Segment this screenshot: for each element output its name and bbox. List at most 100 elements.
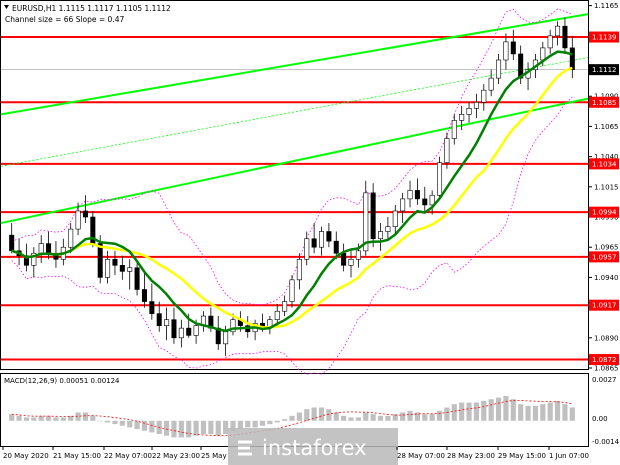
macd-bar — [186, 420, 192, 438]
candle — [555, 21, 561, 46]
x-tick-label: 22 May 07:00 — [104, 452, 152, 460]
candle — [141, 271, 147, 308]
candle-body-up — [289, 279, 295, 302]
candle — [318, 226, 325, 256]
macd-bar — [171, 420, 177, 438]
band-upper — [11, 8, 573, 306]
macd-bar — [459, 402, 465, 421]
candle — [274, 303, 280, 326]
macd-bar — [53, 417, 59, 421]
macd-bar — [134, 420, 140, 430]
macd-bar — [90, 415, 96, 421]
candle-body-down — [370, 192, 376, 240]
macd-bar — [127, 420, 133, 428]
macd-bar — [259, 420, 266, 426]
macd-bar — [510, 399, 516, 421]
macd-bar — [68, 415, 74, 421]
candle — [296, 253, 302, 290]
macd-bar — [495, 397, 502, 421]
band-lower — [11, 96, 573, 375]
macd-bar — [9, 414, 15, 421]
macd-bar — [481, 400, 487, 421]
candle-body-up — [223, 331, 229, 345]
dropdown-triangle-icon[interactable] — [4, 5, 9, 9]
price-plot-frame — [0, 0, 589, 370]
macd-bar — [60, 417, 66, 421]
macd-bar — [289, 415, 295, 421]
macd-bar — [112, 420, 118, 425]
macd-bar — [569, 407, 575, 421]
macd-bar — [444, 407, 450, 421]
candle-body-up — [378, 231, 384, 240]
channel-lower-line — [0, 97, 589, 225]
candle-body-up — [105, 258, 111, 278]
y-tick-label: 1.0865 — [594, 365, 619, 373]
candle-body-up — [68, 228, 74, 248]
candle-body-down — [414, 190, 420, 200]
candle-body-up — [473, 101, 479, 109]
candle-body-down — [134, 267, 140, 290]
candle-body-down — [9, 234, 15, 252]
macd-bar — [237, 420, 243, 430]
candle-body-up — [385, 226, 391, 232]
candle-body-down — [156, 313, 162, 327]
candle-body-up — [274, 310, 280, 320]
candle-body-up — [363, 192, 369, 252]
candle-body-down — [562, 25, 568, 49]
candle — [510, 29, 516, 60]
watermark-text: instaforex — [262, 436, 367, 460]
macd-bar — [554, 400, 561, 421]
channel-info: Channel size = 66 Slope = 0.47 — [5, 15, 124, 24]
y-tick-label: 1.1040 — [594, 153, 619, 161]
macd-signal-line — [11, 400, 573, 437]
candle — [289, 274, 295, 308]
macd-bar — [385, 415, 391, 421]
candle-body-up — [230, 319, 236, 333]
macd-bar — [304, 409, 310, 421]
candle — [459, 105, 465, 131]
candle — [378, 223, 384, 251]
candle-body-up — [304, 238, 310, 260]
macd-axis-bottom: -0.0014 — [592, 438, 620, 446]
candle — [164, 307, 170, 341]
macd-bar — [105, 420, 111, 423]
candle-body-up — [555, 25, 561, 37]
macd-bar — [488, 399, 494, 421]
macd-bar — [274, 420, 280, 423]
level-label: 1.0872 — [592, 356, 617, 364]
level-label: 1.1085 — [592, 99, 617, 107]
candle — [437, 156, 443, 199]
level-badge — [589, 206, 619, 218]
candle-body-up — [429, 194, 435, 206]
candle-body-up — [318, 231, 325, 248]
macd-bar — [23, 417, 30, 421]
candle — [82, 195, 88, 224]
candle-body-up — [407, 190, 413, 200]
x-tick-label: 1 Jun 07:00 — [549, 452, 589, 460]
macd-bar — [200, 420, 207, 435]
macd-bar — [562, 404, 568, 421]
candle — [282, 295, 288, 317]
candle-body-down — [119, 265, 125, 272]
macd-bar — [215, 420, 221, 436]
candle — [105, 250, 111, 284]
candle-body-up — [451, 120, 457, 139]
macd-bar — [208, 420, 214, 435]
candle — [569, 35, 575, 79]
macd-bar — [422, 414, 428, 421]
macd-bar — [318, 407, 325, 421]
candle — [127, 259, 133, 290]
x-tick-label: 29 May 15:00 — [498, 452, 546, 460]
candle-body-up — [466, 107, 472, 115]
candle-body-up — [503, 41, 509, 61]
macd-bar — [252, 420, 258, 428]
candle — [473, 93, 479, 118]
macd-bar — [466, 402, 472, 421]
level-badge — [589, 354, 619, 366]
macd-bar — [326, 409, 332, 421]
candle — [75, 202, 81, 236]
candle-body-up — [355, 250, 361, 260]
level-label: 1.0994 — [592, 209, 617, 217]
y-tick-label: 1.1090 — [594, 93, 619, 101]
